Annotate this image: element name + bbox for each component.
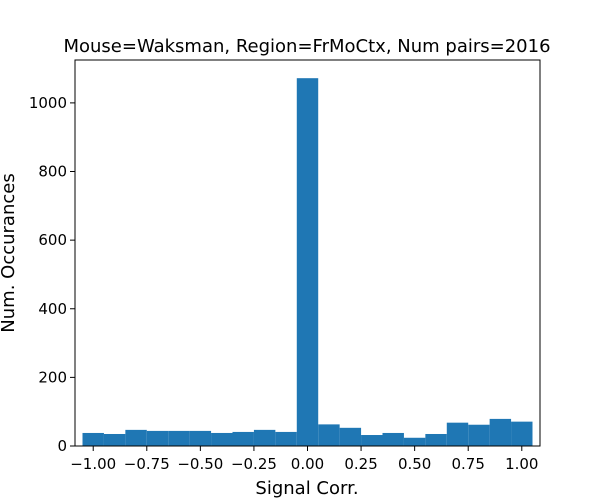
histogram-bar	[489, 418, 512, 446]
x-axis-label: Signal Corr.	[255, 478, 358, 499]
x-tick-label: 0.75	[452, 455, 485, 473]
x-tick-label: 0.25	[344, 455, 377, 473]
histogram-bar	[446, 422, 469, 446]
chart-title: Mouse=Waksman, Region=FrMoCtx, Num pairs…	[63, 36, 550, 57]
y-tick-label: 1000	[29, 94, 67, 112]
histogram-bar	[103, 433, 126, 446]
x-axis-ticks: −1.00 −0.75 −0.50 −0.25 0.00 0.25 0.50 0.75 1.00	[70, 446, 538, 473]
y-tick-label: 400	[38, 300, 67, 318]
plot-frame	[74, 59, 541, 447]
y-axis-ticks: 0 200 400 600 800 1000	[29, 94, 75, 455]
histogram-bar	[275, 431, 297, 446]
histogram-bar	[296, 78, 319, 447]
histogram-bar	[425, 433, 447, 446]
histogram-bar	[82, 432, 104, 446]
histogram-bar	[189, 430, 212, 446]
y-tick-label: 600	[38, 231, 67, 249]
histogram-bar	[232, 431, 254, 446]
histogram-bar	[318, 424, 340, 446]
bars-group	[82, 78, 533, 447]
x-tick-label: 0.00	[291, 455, 324, 473]
x-tick-label: 0.50	[398, 455, 431, 473]
x-tick-label: 1.00	[505, 455, 538, 473]
histogram-bar	[361, 435, 383, 446]
histogram-bar	[253, 429, 276, 446]
histogram-bar	[339, 427, 362, 446]
histogram-bar	[403, 437, 426, 446]
histogram-bar	[146, 430, 169, 446]
x-tick-label: −0.25	[231, 455, 277, 473]
histogram-bar	[511, 421, 533, 446]
histogram-bar	[468, 424, 490, 446]
histogram-bar	[382, 432, 404, 446]
y-tick-label: 0	[57, 437, 67, 455]
y-tick-label: 800	[38, 163, 67, 181]
histogram-bar	[125, 429, 147, 446]
x-tick-label: −0.75	[124, 455, 170, 473]
histogram-bar	[211, 432, 233, 446]
y-axis-label: Num. Occurances	[0, 173, 19, 332]
x-tick-label: −0.50	[177, 455, 223, 473]
x-tick-label: −1.00	[70, 455, 116, 473]
y-tick-label: 200	[38, 368, 67, 386]
histogram-bar	[168, 430, 190, 446]
